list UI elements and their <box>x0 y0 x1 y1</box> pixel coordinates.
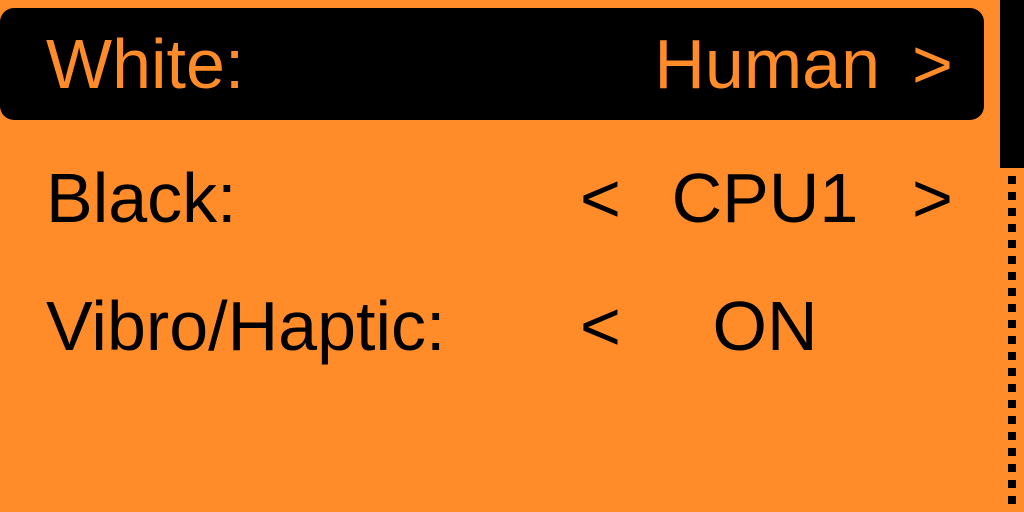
setting-row-vibro-haptic[interactable]: Vibro/Haptic: < ON <box>0 270 984 382</box>
setting-label: Vibro/Haptic: <box>46 287 446 365</box>
setting-row-white[interactable]: White: Human > <box>0 8 984 120</box>
setting-value: CPU1 <box>671 159 859 237</box>
chevron-right-icon[interactable]: > <box>912 159 953 237</box>
scrollbar-track[interactable] <box>1008 176 1016 512</box>
setting-label: White: <box>46 25 245 103</box>
scrollbar-thumb[interactable] <box>1000 0 1024 168</box>
chevron-left-icon[interactable]: < <box>580 287 621 365</box>
setting-value: Human <box>654 25 880 103</box>
setting-row-black[interactable]: Black: < CPU1 > <box>0 142 984 254</box>
setting-value: ON <box>712 287 818 365</box>
chevron-left-icon[interactable]: < <box>580 159 621 237</box>
chevron-right-icon[interactable]: > <box>912 25 953 103</box>
setting-label: Black: <box>46 159 237 237</box>
